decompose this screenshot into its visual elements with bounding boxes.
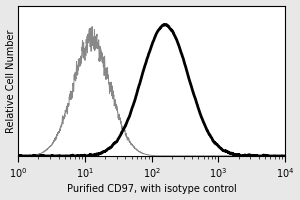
X-axis label: Purified CD97, with isotype control: Purified CD97, with isotype control (67, 184, 237, 194)
Y-axis label: Relative Cell Number: Relative Cell Number (6, 29, 16, 133)
